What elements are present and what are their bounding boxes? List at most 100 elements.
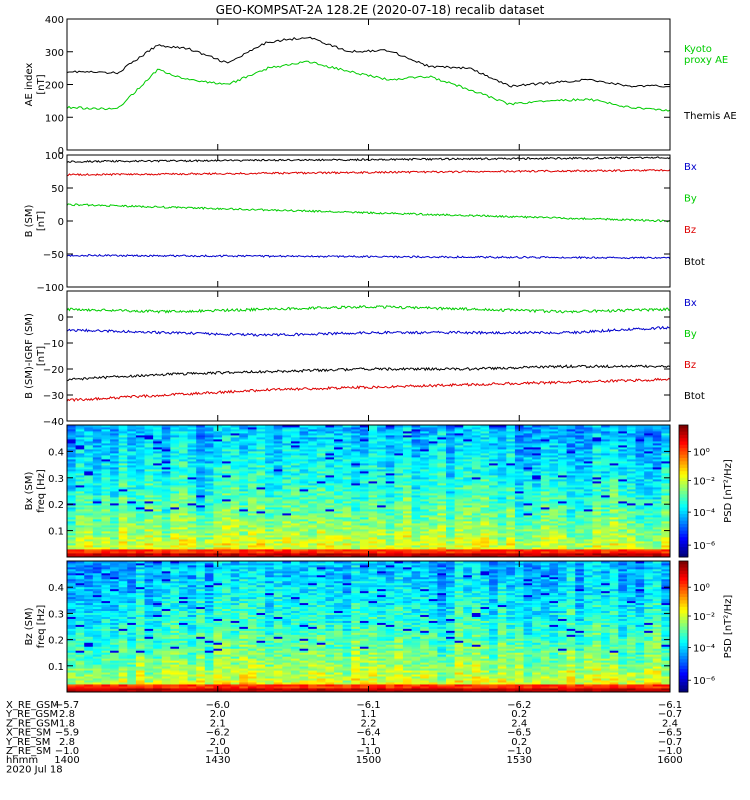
spectrogram-cell <box>273 475 283 478</box>
spectrogram-cell <box>144 549 154 552</box>
spectrogram-cell <box>609 547 619 550</box>
spectrogram-cell <box>75 547 85 550</box>
spectrogram-cell <box>196 427 206 430</box>
spectrogram-cell <box>359 461 369 464</box>
spectrogram-cell <box>67 628 77 631</box>
spectrogram-cell <box>566 531 576 534</box>
spectrogram-cell <box>290 515 300 518</box>
spectrogram-cell <box>75 618 85 621</box>
spectrogram-cell <box>92 463 102 466</box>
spectrogram-cell <box>101 461 111 464</box>
spectrogram-cell <box>118 485 128 488</box>
spectrogram-cell <box>84 513 94 516</box>
spectrogram-cell <box>592 495 602 498</box>
spectrogram-cell <box>480 517 490 520</box>
spectrogram-cell <box>101 533 111 536</box>
spectrogram-cell <box>282 487 292 490</box>
spectrogram-cell <box>92 477 102 480</box>
spectrogram-cell <box>532 433 542 436</box>
spectrogram-cell <box>127 553 137 556</box>
spectrogram-cell <box>161 479 171 482</box>
spectrogram-cell <box>101 491 111 494</box>
spectrogram-cell <box>84 674 94 677</box>
spectrogram-cell <box>67 632 77 635</box>
spectrogram-cell <box>558 471 568 474</box>
spectrogram-cell <box>196 457 206 460</box>
spectrogram-cell <box>489 463 499 466</box>
spectrogram-cell <box>273 437 283 440</box>
spectrogram-cell <box>256 463 266 466</box>
colorbar-segment <box>679 497 688 502</box>
spectrogram-cell <box>101 435 111 438</box>
spectrogram-cell <box>239 555 249 558</box>
spectrogram-cell <box>92 555 102 558</box>
spectrogram-cell <box>84 690 94 693</box>
spectrogram-cell <box>92 501 102 504</box>
spectrogram-cell <box>359 471 369 474</box>
spectrogram-cell <box>549 441 559 444</box>
spectrogram-cell <box>583 435 593 438</box>
spectrogram-cell <box>178 511 188 514</box>
spectrogram-cell <box>230 525 240 528</box>
spectrogram-cell <box>523 537 533 540</box>
spectrogram-cell <box>402 463 412 466</box>
spectrogram-cell <box>84 511 94 514</box>
spectrogram-cell <box>506 465 516 468</box>
spectrogram-cell <box>67 471 77 474</box>
spectrogram-cell <box>92 519 102 522</box>
spectrogram-cell <box>67 535 77 538</box>
spectrogram-cell <box>213 487 223 490</box>
spectrogram-cell <box>84 519 94 522</box>
spectrogram-cell <box>84 435 94 438</box>
spectrogram-cell <box>489 551 499 554</box>
spectrogram-cell <box>428 455 438 458</box>
spectrogram-cell <box>644 481 654 484</box>
spectrogram-cell <box>566 551 576 554</box>
spectrogram-cell <box>394 525 404 528</box>
spectrogram-cell <box>402 487 412 490</box>
spectrogram-cell <box>187 527 197 530</box>
spectrogram-cell <box>178 499 188 502</box>
spectrogram-cell <box>592 435 602 438</box>
spectrogram-cell <box>144 535 154 538</box>
spectrogram-cell <box>497 541 507 544</box>
spectrogram-cell <box>428 487 438 490</box>
spectrogram-cell <box>532 453 542 456</box>
spectrogram-cell <box>420 543 430 546</box>
spectrogram-cell <box>135 523 145 526</box>
spectrogram-cell <box>394 503 404 506</box>
spectrogram-cell <box>290 451 300 454</box>
spectrogram-cell <box>463 531 473 534</box>
spectrogram-cell <box>626 463 636 466</box>
spectrogram-cell <box>118 445 128 448</box>
spectrogram-cell <box>75 561 85 564</box>
spectrogram-cell <box>420 527 430 530</box>
spectrogram-cell <box>385 469 395 472</box>
spectrogram-cell <box>84 688 94 691</box>
spectrogram-cell <box>428 453 438 456</box>
spectrogram-cell <box>144 539 154 542</box>
spectrogram-cell <box>101 501 111 504</box>
spectrogram-cell <box>411 469 421 472</box>
spectrogram-cell <box>84 650 94 653</box>
spectrogram-cell <box>532 553 542 556</box>
spectrogram-cell <box>558 505 568 508</box>
spectrogram-cell <box>222 455 232 458</box>
spectrogram-cell <box>558 455 568 458</box>
spectrogram-cell <box>110 531 120 534</box>
spectrogram-cell <box>325 497 335 500</box>
spectrogram-cell <box>644 529 654 532</box>
spectrogram-cell <box>575 489 585 492</box>
spectrogram-cell <box>368 537 378 540</box>
spectrogram-cell <box>135 427 145 430</box>
spectrogram-cell <box>368 431 378 434</box>
spectrogram-cell <box>101 439 111 442</box>
spectrogram-cell <box>75 610 85 613</box>
spectrogram-cell <box>213 481 223 484</box>
spectrogram-cell <box>196 509 206 512</box>
spectrogram-cell <box>256 457 266 460</box>
spectrogram-cell <box>273 505 283 508</box>
spectrogram-cell <box>316 515 326 518</box>
spectrogram-cell <box>428 489 438 492</box>
spectrogram-cell <box>101 535 111 538</box>
